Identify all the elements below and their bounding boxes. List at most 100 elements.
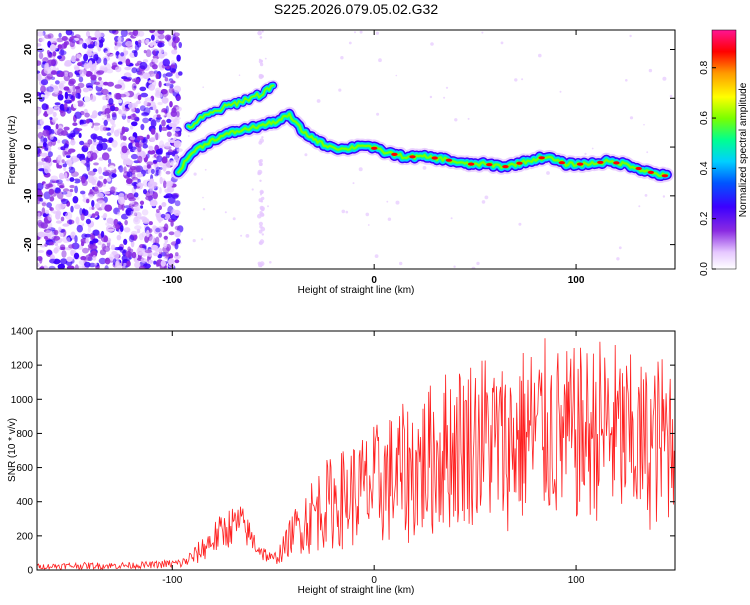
- ridge-peak: [538, 156, 545, 160]
- noise-speckle: [90, 66, 95, 73]
- noise-speckle: [98, 175, 104, 180]
- noise-speckle: [165, 105, 169, 114]
- noise-speckle: [131, 146, 137, 150]
- noise-speckle: [102, 96, 107, 101]
- noise-speckle: [72, 250, 77, 254]
- noise-speckle: [618, 246, 622, 250]
- noise-speckle: [102, 245, 111, 252]
- noise-speckle: [149, 236, 157, 243]
- noise-speckle: [92, 122, 101, 126]
- noise-speckle: [75, 128, 83, 132]
- noise-speckle: [238, 74, 241, 76]
- noise-speckle: [168, 231, 175, 236]
- noise-speckle: [41, 115, 46, 122]
- noise-speckle: [78, 40, 84, 45]
- noise-speckle: [139, 61, 148, 70]
- noise-speckle: [49, 133, 54, 140]
- ridge-peak: [486, 163, 493, 167]
- noise-speckle: [78, 220, 84, 225]
- noise-speckle: [63, 102, 68, 111]
- noise-speckle: [37, 250, 45, 253]
- noise-speckle: [160, 126, 168, 131]
- noise-speckle: [37, 147, 41, 155]
- noise-speckle: [164, 77, 169, 82]
- noise-speckle: [105, 222, 110, 226]
- noise-speckle: [251, 188, 254, 191]
- noise-speckle: [44, 110, 48, 116]
- noise-speckle: [117, 211, 121, 216]
- noise-speckle: [59, 103, 65, 111]
- noise-speckle: [629, 34, 632, 38]
- noise-speckle: [142, 72, 151, 80]
- noise-speckle: [158, 205, 162, 211]
- noise-speckle: [89, 232, 94, 241]
- noise-speckle: [46, 86, 54, 93]
- noise-speckle: [142, 138, 147, 143]
- noise-speckle: [669, 94, 673, 98]
- noise-speckle: [131, 230, 138, 236]
- noise-speckle: [625, 79, 628, 82]
- noise-speckle: [521, 78, 524, 81]
- noise-speckle: [146, 229, 150, 238]
- noise-speckle: [58, 175, 66, 179]
- noise-speckle: [58, 83, 64, 89]
- noise-speckle: [102, 126, 108, 132]
- noise-speckle: [42, 141, 47, 148]
- noise-speckle: [118, 196, 126, 205]
- noise-speckle: [63, 41, 68, 49]
- noise-speckle: [257, 30, 262, 36]
- noise-speckle: [70, 55, 77, 63]
- noise-speckle: [155, 36, 159, 43]
- noise-speckle: [168, 258, 175, 266]
- noise-speckle: [109, 53, 117, 60]
- noise-speckle: [52, 111, 57, 118]
- noise-speckle: [51, 118, 57, 123]
- noise-speckle: [546, 171, 550, 175]
- noise-speckle: [41, 207, 46, 215]
- noise-speckle: [267, 205, 269, 208]
- noise-speckle: [47, 59, 55, 66]
- noise-speckle: [136, 228, 141, 234]
- noise-speckle: [74, 34, 81, 39]
- noise-speckle: [92, 168, 98, 173]
- noise-speckle: [160, 260, 166, 267]
- noise-speckle: [174, 225, 181, 231]
- y-tick-label: -20: [23, 237, 34, 252]
- noise-speckle: [67, 71, 74, 78]
- noise-speckle: [49, 241, 55, 246]
- noise-speckle: [130, 153, 139, 160]
- noise-speckle: [114, 40, 118, 46]
- noise-speckle: [37, 60, 42, 66]
- noise-speckle: [155, 227, 161, 233]
- noise-speckle: [150, 128, 156, 135]
- noise-speckle: [55, 220, 62, 224]
- noise-speckle: [173, 32, 180, 37]
- noise-speckle: [154, 173, 159, 177]
- noise-speckle: [45, 209, 50, 215]
- noise-speckle: [101, 215, 107, 219]
- noise-speckle: [429, 95, 433, 99]
- noise-speckle: [144, 235, 150, 243]
- noise-speckle: [48, 265, 56, 269]
- noise-speckle: [178, 41, 182, 49]
- ridge-peak: [661, 174, 669, 178]
- ridge-peak: [445, 158, 453, 162]
- noise-speckle: [86, 87, 93, 92]
- noise-speckle: [40, 152, 49, 157]
- noise-speckle: [97, 200, 105, 205]
- noise-speckle: [94, 203, 100, 209]
- noise-speckle: [70, 171, 79, 177]
- noise-speckle: [158, 168, 162, 177]
- noise-speckle: [38, 52, 44, 60]
- noise-speckle: [481, 200, 486, 204]
- noise-speckle: [46, 202, 52, 208]
- noise-speckle: [41, 202, 47, 207]
- noise-speckle: [46, 250, 53, 256]
- noise-speckle: [90, 144, 95, 152]
- noise-speckle: [108, 158, 112, 164]
- noise-speckle: [103, 57, 108, 66]
- noise-speckle: [149, 42, 154, 47]
- ridge-peak: [613, 161, 620, 165]
- noise-speckle: [79, 69, 87, 77]
- noise-speckle: [165, 72, 173, 77]
